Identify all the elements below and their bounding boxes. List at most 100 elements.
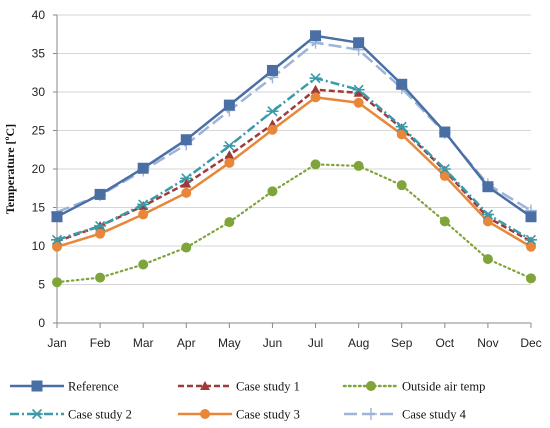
data-point <box>353 37 365 49</box>
legend-marker <box>31 408 43 420</box>
legend-label: Case study 1 <box>236 380 300 394</box>
series-case-study-3 <box>52 92 536 252</box>
data-point <box>180 173 193 184</box>
legend-item-case-study-1: Case study 1 <box>178 380 300 394</box>
y-tick-label: 0 <box>38 316 45 330</box>
data-point <box>138 209 149 220</box>
data-point <box>395 121 408 132</box>
data-point <box>396 129 407 140</box>
series-reference <box>51 30 537 223</box>
data-point <box>137 199 150 210</box>
data-point <box>51 234 63 245</box>
data-point <box>223 99 235 111</box>
data-point <box>52 241 62 252</box>
data-point <box>439 126 451 138</box>
data-point <box>267 186 278 197</box>
data-point <box>224 157 235 168</box>
legend-label: Reference <box>68 380 119 394</box>
data-point <box>526 241 536 252</box>
x-tick-label: Sep <box>391 336 413 350</box>
x-tick-label: Aug <box>348 336 369 350</box>
data-point <box>95 272 106 283</box>
x-tick-label: Jun <box>263 336 282 350</box>
data-point <box>353 160 364 171</box>
legend-label: Outside air temp <box>402 380 485 394</box>
data-point <box>481 209 494 220</box>
legend-marker <box>366 381 376 391</box>
data-point <box>482 181 494 193</box>
y-tick-label: 10 <box>32 239 46 253</box>
legend-label: Case study 4 <box>402 408 467 422</box>
legend-marker <box>200 409 210 419</box>
series-line <box>56 96 532 248</box>
data-point <box>137 162 149 174</box>
legend-item-outside-air-temp: Outside air temp <box>342 380 485 394</box>
data-point <box>310 92 321 103</box>
data-point <box>482 216 493 227</box>
data-point <box>94 188 106 200</box>
x-tick-label: Oct <box>435 336 454 350</box>
x-tick-label: Apr <box>177 336 196 350</box>
series-line <box>56 34 532 218</box>
series-group <box>51 30 537 288</box>
y-tick-label: 20 <box>32 162 46 176</box>
legend-item-case-study-2: Case study 2 <box>10 408 132 422</box>
data-point <box>181 242 192 253</box>
data-point <box>224 150 235 160</box>
y-tick-label: 25 <box>32 124 46 138</box>
legend-marker <box>200 381 210 390</box>
legend-label: Case study 2 <box>68 408 132 422</box>
data-point <box>526 273 536 284</box>
data-point <box>353 87 364 97</box>
data-point <box>396 180 407 191</box>
data-point <box>310 84 321 94</box>
data-point <box>266 106 279 117</box>
series-case-study-1 <box>52 84 536 246</box>
data-point <box>51 211 63 223</box>
x-tick-label: Jan <box>47 336 66 350</box>
y-tick-label: 5 <box>38 278 45 292</box>
data-point <box>95 228 106 239</box>
data-point <box>224 217 235 228</box>
x-tick-label: Jul <box>308 336 323 350</box>
legend: Reference Case study 1 Outside air temp Cas… <box>10 380 485 422</box>
data-point <box>525 234 537 245</box>
series-case-study-2 <box>51 73 537 245</box>
y-tick-label: 30 <box>32 85 46 99</box>
data-point <box>181 178 192 188</box>
legend-marker <box>31 380 43 392</box>
data-point <box>310 30 322 42</box>
y-tick-label: 35 <box>32 47 46 61</box>
data-point <box>525 211 537 223</box>
data-point <box>267 124 278 135</box>
series-outside-air-temp <box>52 159 536 288</box>
data-point <box>181 187 192 198</box>
y-tick-label: 15 <box>32 201 46 215</box>
series-line <box>55 163 533 284</box>
data-point <box>138 259 149 270</box>
data-point <box>94 220 107 232</box>
data-point <box>482 254 493 265</box>
x-tick-label: Feb <box>90 336 111 350</box>
series-line <box>56 76 532 241</box>
data-point <box>439 170 450 181</box>
data-point <box>309 73 322 84</box>
data-point <box>180 134 192 146</box>
y-tick-label: 40 <box>32 8 46 22</box>
legend-label: Case study 3 <box>236 408 300 422</box>
data-point <box>396 78 408 90</box>
data-point <box>223 140 236 151</box>
data-point <box>438 163 451 175</box>
y-axis-label: Temperature [ºC] <box>3 124 17 214</box>
x-tick-label: Mar <box>133 336 154 350</box>
series-line <box>56 41 532 214</box>
x-tick-label: May <box>218 336 241 350</box>
legend-item-case-study-4: Case study 4 <box>344 408 467 422</box>
legend-item-reference: Reference <box>10 380 119 394</box>
data-point <box>439 216 450 227</box>
x-tick-label: Nov <box>477 336 498 350</box>
data-point <box>266 64 278 76</box>
data-point <box>353 97 364 108</box>
data-point <box>310 159 321 170</box>
